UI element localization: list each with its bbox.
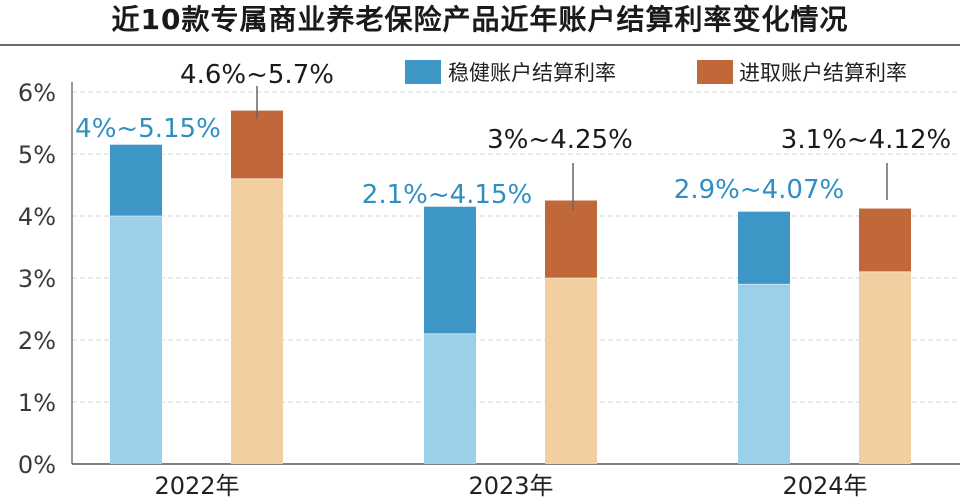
bar-base — [424, 333, 476, 464]
legend-label: 进取账户结算利率 — [739, 61, 907, 85]
y-tick-label: 5% — [18, 141, 56, 169]
bar-base — [545, 278, 597, 464]
bar-base — [738, 284, 790, 464]
y-tick-label: 3% — [18, 265, 56, 293]
chart-title: 近10款专属商业养老保险产品近年账户结算利率变化情况 — [111, 3, 849, 36]
data-label: 2.9%~4.07% — [674, 175, 844, 205]
x-tick-label: 2024年 — [782, 472, 867, 499]
legend-swatch — [697, 60, 733, 84]
y-tick-label: 6% — [18, 79, 56, 107]
bar-base — [859, 271, 911, 464]
data-label: 4%~5.15% — [75, 114, 221, 144]
y-tick-label: 2% — [18, 327, 56, 355]
y-tick-label: 4% — [18, 203, 56, 231]
bar-top — [738, 211, 790, 285]
bar-top — [231, 110, 283, 179]
y-tick-label: 0% — [18, 451, 56, 479]
x-tick-label: 2022年 — [154, 472, 239, 499]
legend-label: 稳健账户结算利率 — [448, 61, 616, 85]
bar-top — [859, 208, 911, 272]
legend-swatch — [405, 60, 441, 84]
data-label: 3.1%~4.12% — [781, 125, 951, 155]
data-label: 2.1%~4.15% — [362, 180, 532, 210]
data-label: 4.6%~5.7% — [180, 60, 334, 90]
bar-base — [231, 178, 283, 465]
bar-top — [110, 144, 162, 216]
bar-top — [424, 206, 476, 334]
bar-top — [545, 200, 597, 278]
x-tick-label: 2023年 — [468, 472, 553, 499]
y-tick-label: 1% — [18, 389, 56, 417]
bar-base — [110, 216, 162, 464]
data-label: 3%~4.25% — [487, 125, 633, 155]
title-divider — [0, 44, 960, 46]
